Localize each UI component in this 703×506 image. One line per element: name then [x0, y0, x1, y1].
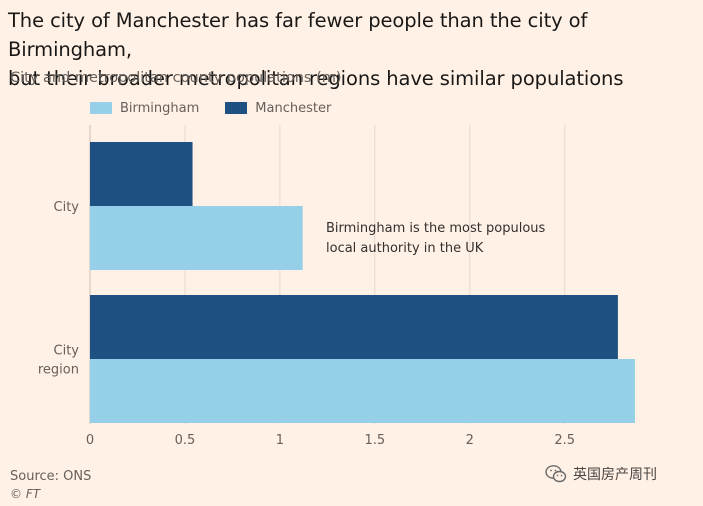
legend-item-birmingham: Birmingham [90, 101, 199, 116]
watermark: 英国房产周刊 [545, 464, 657, 484]
y-category-label-1-0: City [54, 344, 80, 359]
chart-legend: Birmingham Manchester [90, 99, 357, 117]
source-note: Source: ONS [10, 469, 92, 484]
x-tick-label-3: 1.5 [364, 433, 385, 448]
bar-manchester-0 [90, 142, 193, 206]
chart-subtitle: City and metropolitan county populations… [10, 70, 342, 86]
chart-title: The city of Manchester has far fewer peo… [8, 6, 703, 93]
y-category-label-0-0: City [54, 200, 80, 215]
annotation-line-1: local authority in the UK [326, 241, 484, 256]
legend-swatch-birmingham [90, 102, 112, 114]
legend-label-birmingham: Birmingham [120, 100, 200, 116]
x-tick-label-4: 2 [466, 433, 474, 448]
annotation-line-0: Birmingham is the most populous [326, 221, 546, 236]
legend-item-manchester: Manchester [225, 101, 331, 116]
credit-note: © FT [10, 487, 41, 501]
y-category-label-1-1: region [38, 363, 79, 378]
x-tick-label-0: 0 [86, 433, 94, 448]
x-tick-label-2: 1 [276, 433, 284, 448]
legend-swatch-manchester [225, 102, 248, 114]
bar-birmingham-0 [90, 206, 303, 270]
bar-manchester-1 [90, 295, 618, 359]
watermark-text: 英国房产周刊 [573, 467, 657, 483]
wechat-icon [545, 465, 567, 483]
bar-birmingham-1 [90, 359, 635, 423]
x-tick-label-1: 0.5 [175, 433, 196, 448]
chart-title-line-1: The city of Manchester has far fewer peo… [8, 9, 588, 61]
x-tick-label-5: 2.5 [554, 433, 575, 448]
legend-label-manchester: Manchester [255, 100, 332, 116]
chart-title-line-2: but their broader metropolitan regions h… [8, 67, 624, 90]
